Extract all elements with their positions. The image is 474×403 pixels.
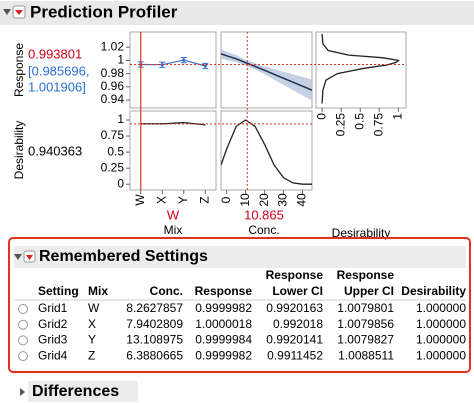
column-header: Conc. bbox=[150, 284, 183, 298]
section-title: Remembered Settings bbox=[39, 248, 208, 265]
radio-button[interactable] bbox=[18, 335, 28, 346]
menu-arrow bbox=[15, 10, 23, 15]
table-cell: 1.0079856 bbox=[337, 317, 394, 331]
column-header: Response bbox=[195, 284, 253, 298]
radio-button[interactable] bbox=[18, 351, 28, 362]
desirability-value: 0.940363 bbox=[28, 143, 82, 158]
table-cell: 1.000000 bbox=[416, 333, 466, 347]
table-cell: 0.9999984 bbox=[195, 333, 252, 347]
disclosure[interactable] bbox=[3, 9, 11, 15]
x-tick-label: W bbox=[133, 194, 147, 206]
y-tick-label: 0.25 bbox=[101, 160, 125, 174]
title: Prediction Profiler bbox=[30, 2, 178, 21]
column-header: Setting bbox=[38, 284, 79, 298]
table-cell: 13.108975 bbox=[126, 333, 183, 347]
disclosure[interactable] bbox=[14, 254, 22, 260]
table-cell: Y bbox=[88, 333, 96, 347]
section-bar bbox=[14, 246, 466, 268]
table-cell: Grid4 bbox=[38, 348, 68, 362]
table-cell: 0.9999982 bbox=[195, 348, 252, 362]
column-header: Upper CI bbox=[344, 284, 394, 298]
mix-current: W bbox=[167, 207, 180, 222]
x-tick-label: 0.25 bbox=[333, 113, 347, 137]
x-tick-label: 0.75 bbox=[371, 113, 385, 137]
response-point bbox=[182, 58, 186, 62]
mix-label: Mix bbox=[164, 223, 183, 237]
table-cell: Z bbox=[88, 348, 95, 362]
y-tick-label: 0.75 bbox=[101, 128, 125, 142]
table-cell: 1.0088511 bbox=[338, 348, 394, 362]
y-tick-label: 0.96 bbox=[101, 79, 125, 93]
table-cell: 7.9402809 bbox=[126, 317, 183, 331]
x-tick-label: 10 bbox=[238, 193, 252, 207]
table-cell: 0.9920141 bbox=[266, 333, 323, 347]
response-point bbox=[203, 64, 207, 68]
settings-table: Setting Mix Conc. Response Response Lower CI R… bbox=[14, 268, 466, 362]
highlight-box bbox=[8, 237, 471, 373]
y-tick-label: 0.98 bbox=[101, 66, 125, 80]
header-bar bbox=[0, 1, 474, 25]
response-label: Response bbox=[12, 43, 26, 97]
table-cell: Grid3 bbox=[38, 333, 68, 347]
disclosure[interactable] bbox=[20, 388, 25, 396]
table-cell: 1.0079827 bbox=[337, 333, 394, 347]
table-cell: W bbox=[88, 301, 100, 315]
table-cell: 0.9911452 bbox=[267, 348, 323, 362]
y-tick-label: 0.94 bbox=[101, 92, 125, 106]
panel-frame bbox=[129, 31, 217, 109]
menu-arrow bbox=[26, 255, 33, 260]
y-tick-label: 1 bbox=[117, 112, 124, 126]
table-cell: Grid2 bbox=[38, 317, 68, 331]
y-tick-label: 1 bbox=[117, 53, 124, 67]
column-header: Mix bbox=[88, 284, 108, 298]
table-cell: 1.000000 bbox=[416, 317, 466, 331]
conc-label: Conc. bbox=[248, 223, 279, 237]
column-header: Response bbox=[266, 268, 324, 282]
table-cell: 6.3880665 bbox=[126, 348, 183, 362]
section-bar bbox=[28, 381, 138, 402]
x-tick-label: X bbox=[154, 196, 168, 204]
table-cell: 0.9999982 bbox=[195, 301, 252, 315]
x-tick-label: 0 bbox=[219, 196, 233, 203]
column-header: Lower CI bbox=[272, 284, 323, 298]
table-cell: X bbox=[88, 317, 96, 331]
desirability-function bbox=[321, 33, 400, 104]
y-tick-label: 0.5 bbox=[107, 144, 124, 158]
desirability-axis-label: Desirability bbox=[332, 226, 391, 240]
x-tick-label: Z bbox=[197, 196, 211, 203]
table-cell: Grid1 bbox=[38, 301, 68, 315]
table-cell: 1.0079801 bbox=[337, 301, 394, 315]
table-cell: 1.000000 bbox=[416, 301, 466, 315]
desirability-curve bbox=[221, 119, 312, 185]
table-cell: 0.9920163 bbox=[266, 301, 323, 315]
radio-button[interactable] bbox=[18, 304, 28, 314]
table-cell: 1.000000 bbox=[416, 348, 466, 362]
response-ci-high: 1.001906] bbox=[28, 79, 86, 94]
x-tick-label: 40 bbox=[295, 193, 309, 207]
x-tick-label: 1 bbox=[391, 113, 405, 120]
x-tick-label: 30 bbox=[276, 193, 290, 207]
y-tick-label: 1.02 bbox=[101, 39, 125, 53]
column-header: Desirability bbox=[401, 284, 466, 298]
table-cell: 0.992018 bbox=[273, 317, 323, 331]
x-tick-label: Y bbox=[176, 196, 190, 204]
response-line bbox=[221, 53, 312, 91]
table-cell: 8.2627857 bbox=[126, 301, 183, 315]
x-tick-label: 20 bbox=[257, 193, 271, 207]
radio-button[interactable] bbox=[18, 319, 28, 330]
conc-current: 10.865 bbox=[244, 207, 284, 222]
section-title: Differences bbox=[32, 383, 119, 400]
panel-frame bbox=[220, 110, 313, 191]
response-ci-low: [0.985696, bbox=[28, 63, 89, 78]
table-cell: 1.0000018 bbox=[195, 317, 252, 331]
column-header: Response bbox=[337, 268, 395, 282]
response-value: 0.993801 bbox=[28, 46, 82, 61]
x-tick-label: 0.5 bbox=[352, 113, 366, 130]
x-tick-label: 0 bbox=[314, 113, 328, 120]
panel-frame bbox=[315, 31, 407, 109]
y-tick-label: 0 bbox=[117, 176, 124, 190]
desirability-label: Desirability bbox=[12, 121, 26, 180]
